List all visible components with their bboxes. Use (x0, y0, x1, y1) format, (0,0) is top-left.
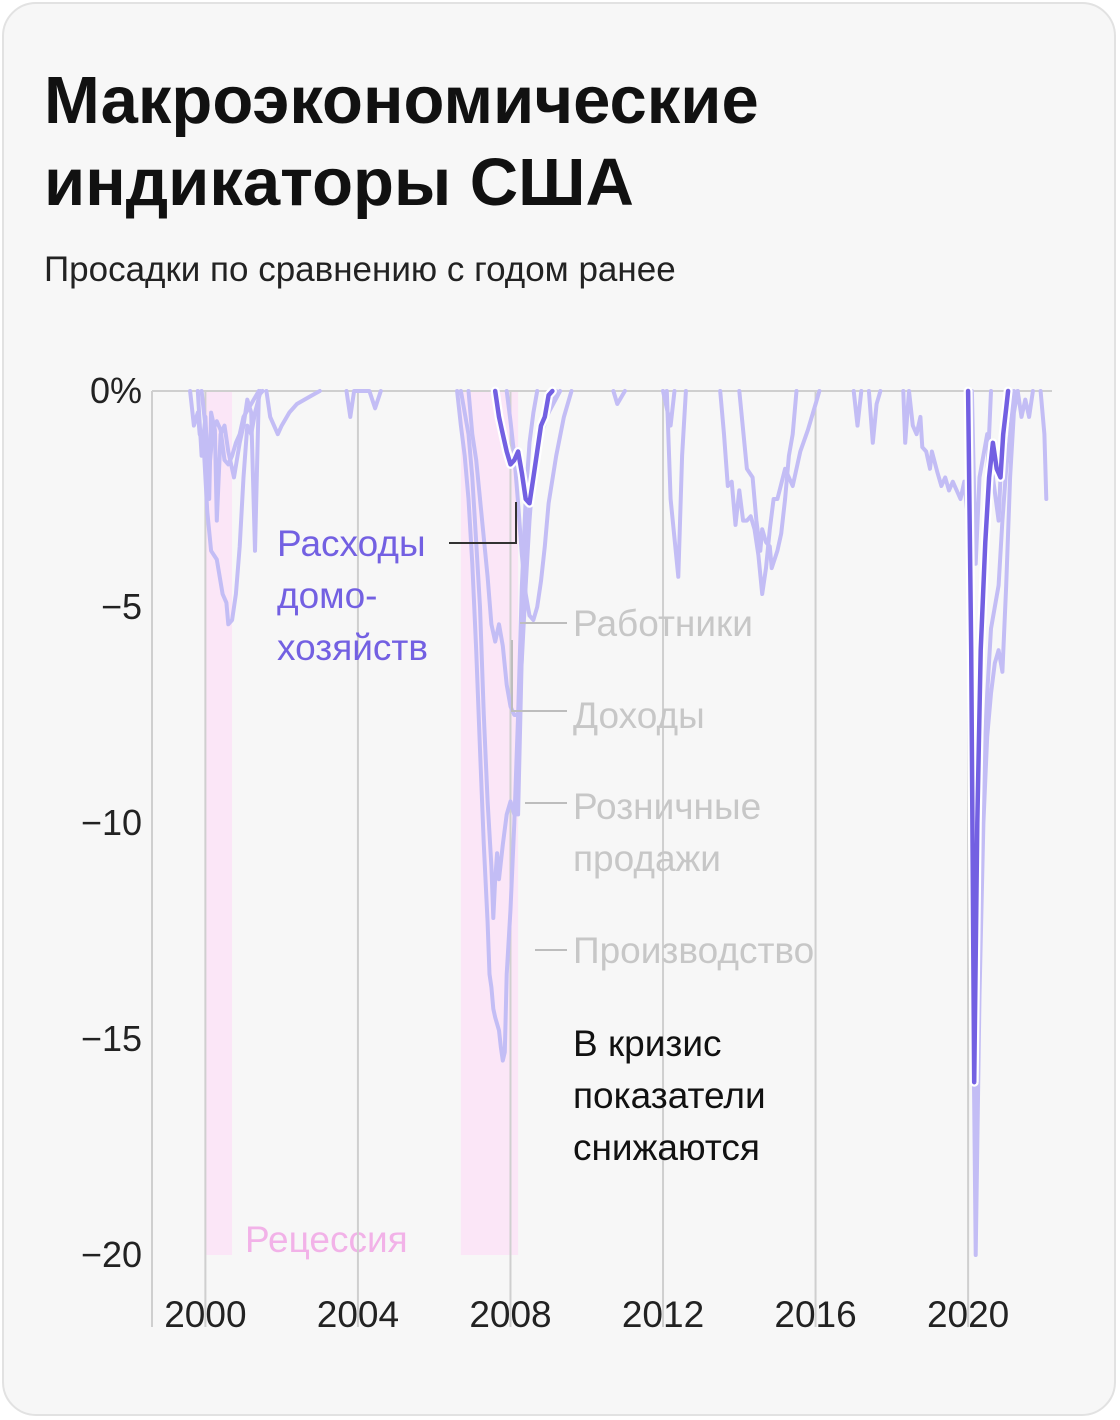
series-line-производство-3 (664, 389, 688, 579)
x-tick-label-2016-line: 2016 (774, 1294, 856, 1335)
x-tick-label-2020: 2020 (927, 1294, 1009, 1335)
series-line-производство-6 (901, 389, 1016, 1128)
series-line-производство-5 (851, 389, 864, 428)
series-label-расходы-домохозяйств: Расходы домо-хозяйств (277, 523, 428, 668)
x-tick-label-2008: 2008 (469, 1294, 551, 1335)
y-tick-label-line: −15 (81, 1018, 142, 1059)
x-tick-label-2000: 2000 (164, 1294, 246, 1335)
y-tick-label: 0% (90, 370, 142, 411)
series-line-производство-1 (455, 389, 540, 1063)
series-label-расходы-домохозяйств-line: хозяйств (277, 627, 428, 668)
y-tick-label-line: −5 (101, 586, 142, 627)
series-line-розничные-продажи-4 (718, 389, 822, 596)
series-line-производство-0 (188, 389, 263, 627)
series-line-розничные-продажи-1 (344, 389, 383, 419)
x-tick-label-2008-line: 2008 (469, 1294, 551, 1335)
x-tick-label-2016: 2016 (774, 1294, 856, 1335)
series-line-розничные-продажи-7 (1015, 389, 1035, 419)
series-line-розничные-продажи-5 (866, 389, 883, 445)
leader-line-расходы-домохозяйств (449, 502, 517, 544)
recession-label: Рецессия (245, 1219, 408, 1260)
y-tick-label-line: 0% (90, 370, 142, 411)
series-label-производство: Производство (573, 930, 814, 971)
series-line-работники-0 (264, 389, 322, 437)
series-line-розничные-продажи-2 (458, 389, 559, 920)
x-tick-label-2012: 2012 (622, 1294, 704, 1335)
series-line-производство-7 (1038, 389, 1049, 501)
series-расходы-домохозяйств (490, 386, 1013, 1087)
series-label-расходы-домохозяйств-line: Расходы (277, 523, 426, 564)
series-label-розничные-продажи-line: продажи (573, 838, 721, 879)
series-line-производство-4 (737, 389, 799, 571)
x-tick-label-2012-line: 2012 (622, 1294, 704, 1335)
crisis-annotation-line: показатели (573, 1075, 766, 1116)
series-line-работники-1 (504, 389, 574, 622)
y-tick-label-line: −10 (81, 802, 142, 843)
leader-line-доходы (511, 640, 567, 712)
y-tick-label: −10 (81, 802, 142, 843)
crisis-annotation: В кризис показатели снижаются (573, 1023, 766, 1168)
series-line-расходы-домохозяйств-0 (492, 388, 555, 506)
series-label-работники-line: Работники (573, 603, 753, 644)
recession-label-line: Рецессия (245, 1219, 408, 1260)
series-label-доходы-line: Доходы (573, 695, 705, 736)
crisis-annotation-line: В кризис (573, 1023, 722, 1064)
x-tick-label-2000-line: 2000 (164, 1294, 246, 1335)
chart-subtitle: Просадки по сравнению с годом ранее (44, 250, 676, 289)
x-tick-label-2004-line: 2004 (317, 1294, 399, 1335)
x-tick-label-2004: 2004 (317, 1294, 399, 1335)
y-tick-label-line: −20 (81, 1234, 142, 1275)
series-label-производство-line: Производство (573, 930, 814, 971)
series-label-расходы-домохозяйств-line: домо- (277, 575, 378, 616)
y-tick-label: −20 (81, 1234, 142, 1275)
series-line-расходы-домохозяйств-1 (965, 388, 1011, 1085)
y-tick-label: −15 (81, 1018, 142, 1059)
series-label-розничные-продажи-line: Розничные (573, 786, 761, 827)
chart-title: Макроэкономические индикаторы США (44, 63, 759, 220)
series-label-работники: Работники (573, 603, 753, 644)
x-tick-label-2020-line: 2020 (927, 1294, 1009, 1335)
series-производство (188, 389, 1049, 1128)
series-label-доходы: Доходы (573, 695, 705, 736)
crisis-annotation-line: снижаются (573, 1127, 760, 1168)
series-label-розничные-продажи: Розничные продажи (573, 786, 761, 879)
y-tick-label: −5 (101, 586, 142, 627)
series-line-производство-2 (611, 389, 627, 406)
